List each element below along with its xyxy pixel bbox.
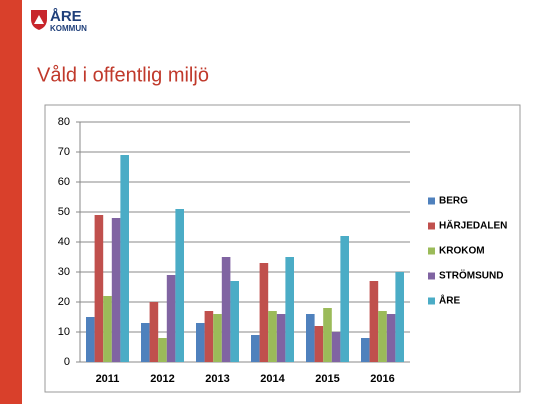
x-tick-label: 2012 bbox=[150, 373, 174, 385]
bar bbox=[340, 236, 349, 362]
bar bbox=[314, 326, 324, 362]
x-tick-label: 2013 bbox=[205, 373, 229, 385]
bar bbox=[378, 311, 387, 362]
legend-swatch bbox=[428, 197, 435, 205]
side-band bbox=[0, 0, 22, 404]
bar bbox=[149, 302, 159, 362]
y-tick-label: 80 bbox=[58, 116, 70, 128]
y-tick-label: 70 bbox=[58, 146, 70, 158]
legend-swatch bbox=[428, 297, 435, 305]
x-tick-label: 2016 bbox=[370, 373, 394, 385]
logo-mark bbox=[34, 15, 44, 24]
y-tick-label: 20 bbox=[58, 296, 70, 308]
x-tick-label: 2015 bbox=[315, 373, 339, 385]
y-tick-label: 50 bbox=[58, 206, 70, 218]
legend-label: STRÖMSUND bbox=[439, 269, 503, 282]
bar bbox=[86, 317, 95, 362]
bar bbox=[196, 323, 205, 362]
y-tick-label: 0 bbox=[64, 356, 70, 368]
bar bbox=[306, 314, 315, 362]
legend-label: KROKOM bbox=[439, 246, 485, 257]
bar bbox=[141, 323, 150, 362]
bar bbox=[251, 335, 260, 362]
bar bbox=[158, 338, 167, 362]
y-tick-label: 30 bbox=[58, 266, 70, 278]
bar bbox=[395, 272, 404, 362]
legend-label: BERG bbox=[439, 196, 468, 207]
logo-sub: KOMMUN bbox=[50, 24, 87, 33]
legend-swatch bbox=[428, 222, 435, 230]
bar bbox=[285, 257, 294, 362]
bar bbox=[230, 281, 239, 362]
bar bbox=[386, 314, 396, 362]
bar bbox=[323, 308, 332, 362]
x-tick-label: 2014 bbox=[260, 373, 285, 385]
slide-title: Våld i offentlig miljö bbox=[37, 64, 209, 86]
bar bbox=[259, 263, 269, 362]
bar bbox=[361, 338, 370, 362]
y-tick-label: 60 bbox=[58, 176, 70, 188]
bar bbox=[175, 209, 184, 362]
bar bbox=[103, 296, 112, 362]
bar bbox=[204, 311, 214, 362]
bar bbox=[111, 218, 121, 362]
legend-label: ÅRE bbox=[439, 294, 460, 307]
bar bbox=[221, 257, 231, 362]
legend-label: HÄRJEDALEN bbox=[439, 219, 507, 232]
bar bbox=[166, 275, 176, 362]
legend-swatch bbox=[428, 247, 435, 255]
bar bbox=[94, 215, 104, 362]
bar bbox=[268, 311, 277, 362]
x-tick-label: 2011 bbox=[96, 373, 120, 385]
bar bbox=[120, 155, 129, 362]
legend-swatch bbox=[428, 272, 435, 280]
bar bbox=[331, 332, 341, 362]
logo-name: ÅRE bbox=[50, 8, 82, 25]
bar bbox=[213, 314, 222, 362]
y-tick-label: 10 bbox=[58, 326, 70, 338]
y-tick-label: 40 bbox=[58, 236, 70, 248]
bar bbox=[369, 281, 379, 362]
bar bbox=[276, 314, 286, 362]
